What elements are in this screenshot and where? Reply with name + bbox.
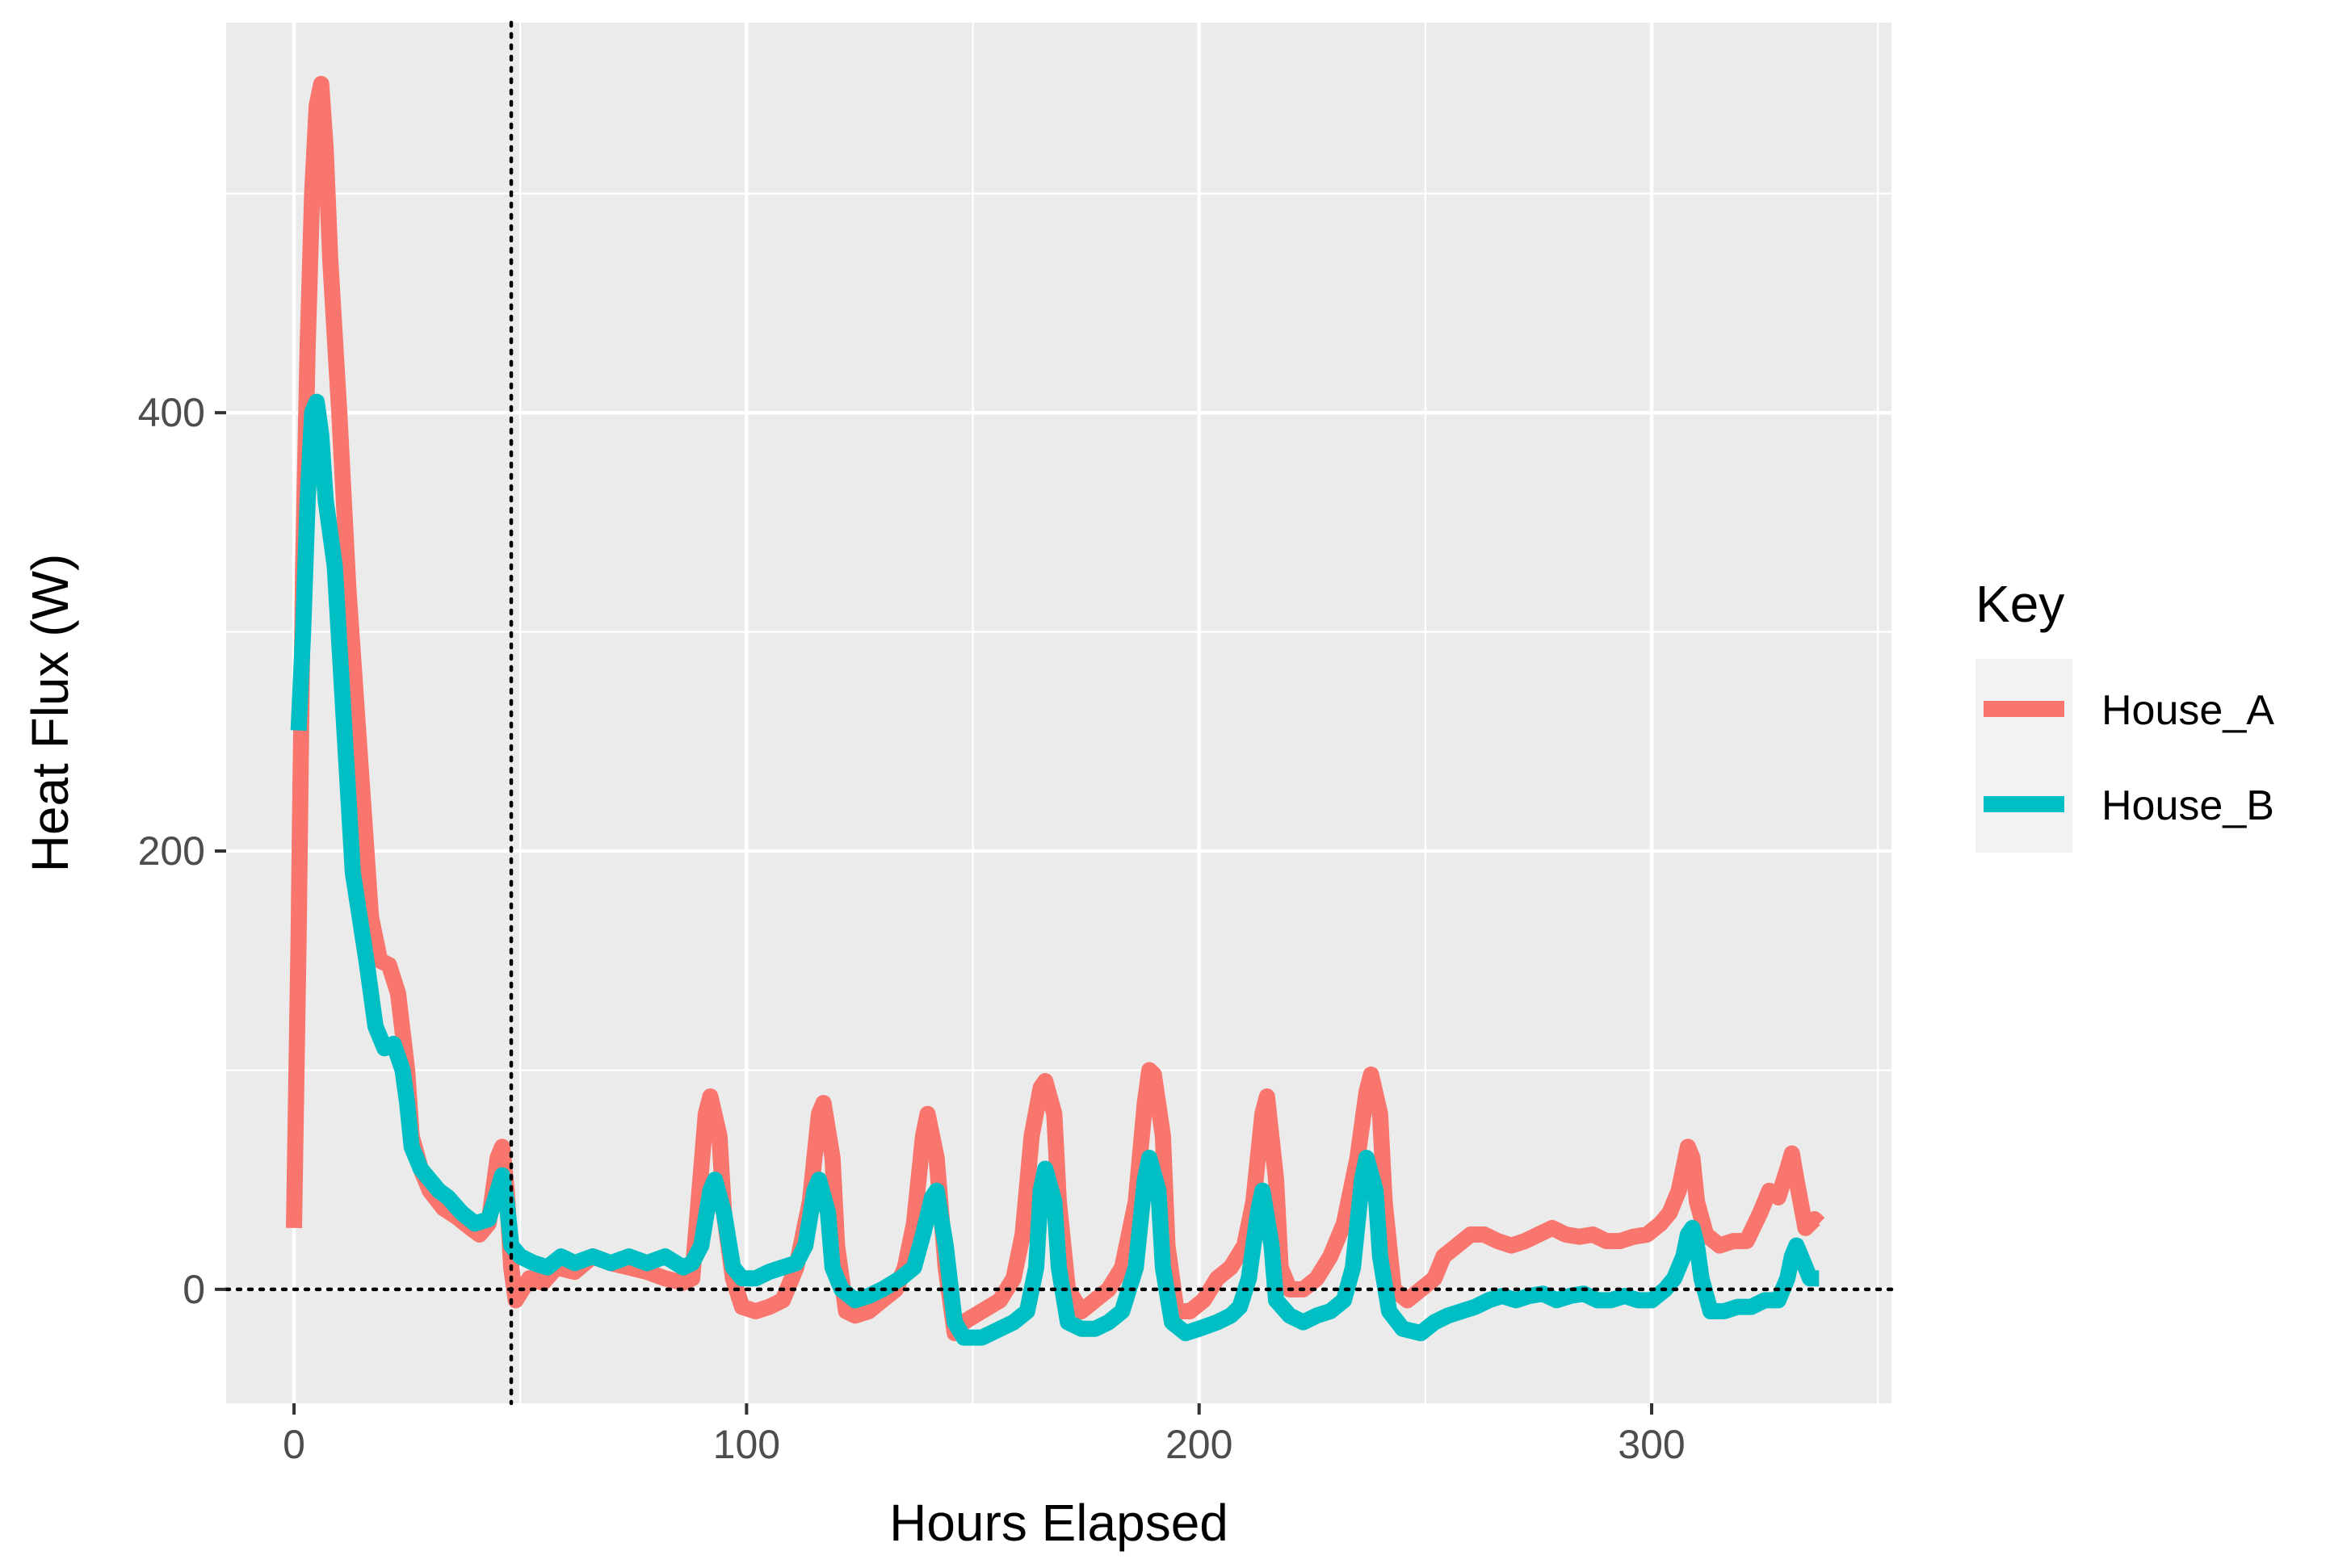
axis-ticks: 0 100 200 300 0 200 400 xyxy=(138,390,1686,1467)
legend-title: Key xyxy=(1975,575,2064,633)
legend: Key House_A House_B xyxy=(1975,575,2274,853)
series-line-house-b xyxy=(290,393,1820,1346)
legend-keys-background xyxy=(1975,659,2072,853)
major-gridlines xyxy=(226,23,1891,1403)
legend-label-house-a: House_A xyxy=(2101,687,2274,734)
series-layer xyxy=(286,76,1825,1346)
x-tick-label: 100 xyxy=(713,1422,780,1467)
x-tick-label: 0 xyxy=(283,1422,305,1467)
reference-lines xyxy=(224,20,1894,1406)
y-tick-label: 0 xyxy=(183,1267,205,1312)
minor-gridlines xyxy=(226,23,1891,1403)
y-axis-title: Heat Flux (W) xyxy=(21,554,79,873)
x-tick-label: 200 xyxy=(1165,1422,1232,1467)
series-line-house-a xyxy=(286,76,1825,1342)
legend-label-house-b: House_B xyxy=(2101,782,2274,829)
y-tick-label: 200 xyxy=(138,828,205,874)
y-tick-label: 400 xyxy=(138,390,205,435)
x-tick-label: 300 xyxy=(1618,1422,1685,1467)
x-axis-title: Hours Elapsed xyxy=(889,1494,1228,1552)
